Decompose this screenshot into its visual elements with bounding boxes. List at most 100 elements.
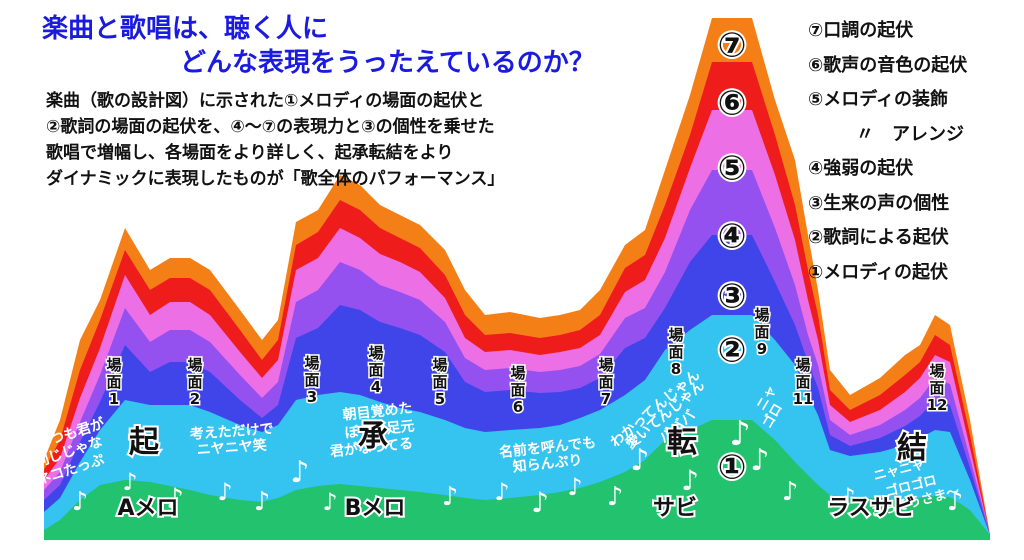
music-note-icon: ♪ xyxy=(494,478,509,506)
structure-char-0: 起 xyxy=(129,425,160,460)
scene-label-char: 面 xyxy=(106,373,121,391)
scene-label-char: 場 xyxy=(106,356,121,374)
music-note-icon: ♪ xyxy=(290,455,309,490)
structure-char-1: 承 xyxy=(358,419,388,454)
music-note-icon: ♪ xyxy=(630,443,649,478)
section-label-3: ラスサビ xyxy=(827,496,915,521)
description-line: 歌唱で増幅し、各場面をより詳しく、起承転結をより xyxy=(46,143,454,163)
title-line-1: 楽曲と歌唱は、聴く人に xyxy=(42,14,329,44)
legend-item-5-arrange: 〃 アレンジ xyxy=(856,123,964,145)
music-note-icon: ♪ xyxy=(681,464,699,497)
music-note-icon: ♪ xyxy=(442,482,459,512)
scene-label-char: 場 xyxy=(368,344,383,362)
scene-label-char: 面 xyxy=(304,371,319,389)
layer-marker-2: ② xyxy=(718,331,747,371)
scene-label-1: 場面 1 xyxy=(106,356,121,408)
scene-label-char: 9 xyxy=(757,340,767,358)
scene-label-char: 面 xyxy=(668,343,683,361)
scene-label-char: 場 xyxy=(432,356,447,374)
scene-label-char: 面 xyxy=(368,361,383,379)
legend-item-6: ⑥歌声の音色の起伏 xyxy=(808,54,968,76)
scene-label-char: 面 xyxy=(432,373,447,391)
scene-label-char: 6 xyxy=(513,398,523,416)
scene-label-char: 面 xyxy=(598,373,613,391)
music-note-icon: ♪ xyxy=(750,443,769,478)
scene-label-char: 面 xyxy=(754,323,769,341)
lyric-fragment: ニヤニヤ笑 xyxy=(196,437,267,459)
legend-item-4: ④強弱の起伏 xyxy=(808,158,914,179)
scene-label-12: 場面 12 xyxy=(927,362,948,414)
section-label-0: Aメロ xyxy=(117,496,178,521)
scene-label-char: 1 xyxy=(109,390,119,408)
lyric-fragment: ぼくの足元 xyxy=(344,418,415,441)
music-note-icon: ♪ xyxy=(531,486,549,519)
legend-item-7: ⑦口調の起伏 xyxy=(808,20,914,41)
scene-label-char: 面 xyxy=(929,379,944,397)
music-note-icon: ♪ xyxy=(782,477,799,507)
music-note-icon: ♪ xyxy=(254,487,271,517)
scene-label-5: 場面 5 xyxy=(432,356,447,408)
scene-label-char: 面 xyxy=(187,373,202,391)
music-note-icon: ♪ xyxy=(729,414,751,454)
lyric-fragment: 考えただけで xyxy=(189,420,274,443)
scene-label-char: 12 xyxy=(927,396,948,414)
layer-marker-1: ① xyxy=(718,448,747,488)
description-line: 楽曲（歌の設計図）に示された①メロディの場面の起伏と xyxy=(46,91,485,111)
scene-label-char: 場 xyxy=(304,354,319,372)
legend-item-3: ③生来の声の個性 xyxy=(808,192,950,214)
scene-label-char: 5 xyxy=(435,390,445,408)
legend: ⑦口調の起伏 ⑥歌声の音色の起伏 ⑤メロディの装飾 〃 アレンジ ④強弱の起伏 … xyxy=(808,14,967,290)
scene-label-8: 場面 8 xyxy=(668,326,683,378)
music-note-icon: ♪ xyxy=(607,482,624,512)
section-label-1: Bメロ xyxy=(345,496,406,521)
description: 楽曲（歌の設計図）に示された①メロディの場面の起伏と ②歌詞の場面の起伏を、④〜… xyxy=(46,88,504,192)
section-label-2: サビ xyxy=(653,496,697,521)
scene-label-9: 場面 9 xyxy=(754,306,769,358)
music-note-icon: ♪ xyxy=(840,483,855,511)
structure-char-2: 転 xyxy=(667,425,697,460)
structure-char-3: 結 xyxy=(897,431,927,466)
scene-label-char: 2 xyxy=(190,390,200,408)
scene-label-char: 11 xyxy=(793,390,814,408)
title-line-2: どんな表現をうったえているのか？ xyxy=(180,48,595,78)
scene-label-6: 場面 6 xyxy=(510,364,525,416)
legend-item-5: ⑤メロディの装飾 xyxy=(808,89,948,110)
scene-label-char: 場 xyxy=(598,356,613,374)
scene-label-char: 場 xyxy=(795,356,810,374)
scene-label-char: 面 xyxy=(795,373,810,391)
scene-label-char: 場 xyxy=(754,306,769,324)
scene-label-char: 4 xyxy=(371,378,381,396)
layer-marker-6: ⑥ xyxy=(718,84,747,124)
description-line: ダイナミックに表現したものが「歌全体のパフォーマンス」 xyxy=(46,169,505,189)
legend-item-1: ①メロディの起伏 xyxy=(808,261,948,283)
scene-label-11: 場面 11 xyxy=(793,356,814,408)
scene-label-char: 場 xyxy=(187,356,202,374)
music-note-icon: ♪ xyxy=(166,482,184,515)
layer-marker-3: ③ xyxy=(718,277,747,317)
music-note-icon: ♪ xyxy=(122,468,137,496)
music-note-icon: ♪ xyxy=(947,487,964,517)
scene-label-4: 場面 4 xyxy=(368,344,383,396)
scene-label-7: 場面 7 xyxy=(598,356,613,408)
description-line: ②歌詞の場面の起伏を、④〜⑦の表現力と③の個性を乗せた xyxy=(46,117,495,137)
layer-marker-7: ⑦ xyxy=(718,26,747,66)
scene-label-char: 7 xyxy=(601,390,611,408)
music-note-icon: ♪ xyxy=(217,478,232,506)
layer-1-area xyxy=(44,420,990,540)
music-note-icon: ♪ xyxy=(567,473,582,501)
scene-label-2: 場面 2 xyxy=(187,356,202,408)
scene-label-char: 面 xyxy=(510,381,525,399)
scene-label-char: 場 xyxy=(668,326,683,344)
layer-marker-5: ⑤ xyxy=(718,149,747,189)
scene-label-char: 場 xyxy=(510,364,525,382)
scene-label-char: 3 xyxy=(307,388,317,406)
music-note-icon: ♪ xyxy=(72,487,89,517)
layer-marker-4: ④ xyxy=(718,217,747,257)
scene-label-char: 場 xyxy=(929,362,944,380)
music-note-icon: ♪ xyxy=(322,488,337,516)
scene-label-3: 場面 3 xyxy=(304,354,319,406)
scene-label-char: 8 xyxy=(671,360,681,378)
legend-item-2: ②歌詞による起伏 xyxy=(808,227,949,248)
